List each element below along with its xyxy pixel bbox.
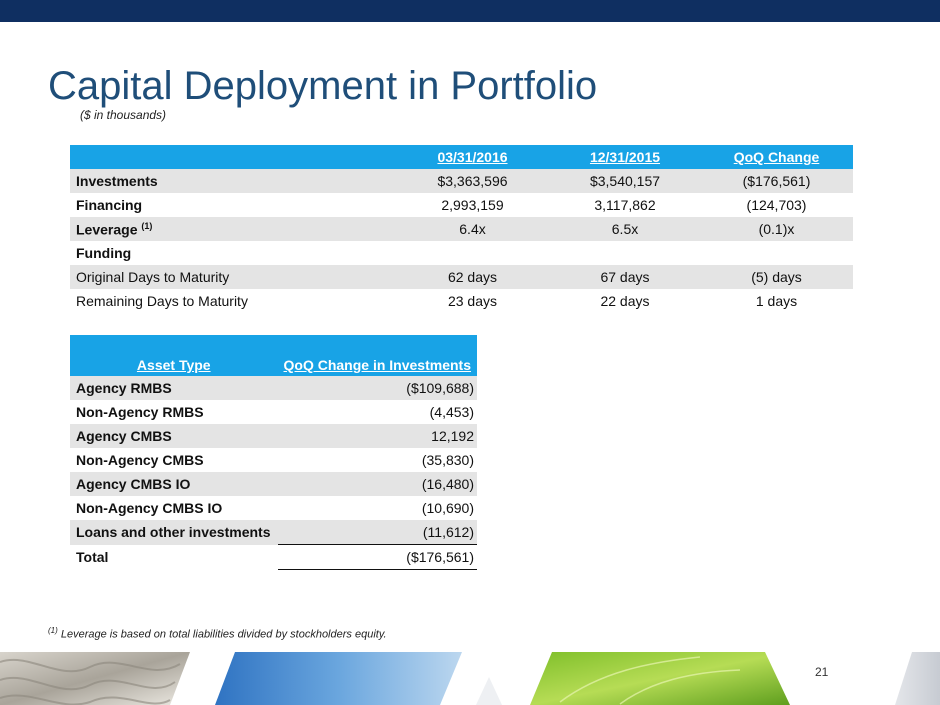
cell-value: 62 days [395, 265, 550, 289]
top-banner [0, 0, 940, 22]
cell-value [700, 241, 853, 265]
table-row: Leverage (1) 6.4x 6.5x (0.1)x [70, 217, 853, 241]
table-header-row: 03/31/2016 12/31/2015 QoQ Change [70, 145, 853, 169]
header-blank [70, 145, 395, 169]
leaf-veins [559, 656, 741, 705]
header-qoq-change-investments: QoQ Change in Investments [277, 335, 477, 376]
cell-value: (35,830) [421, 452, 474, 468]
asset-change-table: Asset Type QoQ Change in Investments Age… [70, 335, 477, 570]
cell-value: ($109,688) [277, 376, 477, 400]
row-label: Original Days to Maturity [70, 265, 395, 289]
cell-value: 3,117,862 [594, 197, 656, 213]
row-label: Leverage [76, 221, 138, 238]
cell-value: (16,480) [277, 472, 477, 496]
cell-value: (5) days [700, 265, 853, 289]
cell-value: 12,192 [277, 424, 477, 448]
page-number: 21 [815, 665, 829, 679]
row-label: Non-Agency CMBS [76, 452, 204, 468]
cell-value: 22 days [600, 293, 650, 309]
table-row: Agency RMBS ($109,688) [70, 376, 477, 400]
table-row: Non-Agency CMBS IO (10,690) [70, 496, 477, 520]
table-row: Loans and other investments (11,612) [70, 520, 477, 545]
cell-value: 23 days [447, 293, 498, 309]
row-label: Agency RMBS [70, 376, 278, 400]
total-value: ($176,561) [277, 544, 477, 570]
footnote-marker: (1) [48, 626, 58, 635]
row-label: Investments [70, 169, 395, 193]
rope-image-panel [0, 652, 190, 705]
row-label: Agency CMBS [70, 424, 278, 448]
page-title: Capital Deployment in Portfolio [48, 64, 598, 108]
leaf-image-panel [530, 652, 790, 705]
portfolio-summary-table: 03/31/2016 12/31/2015 QoQ Change Investm… [70, 145, 853, 313]
header-asset-type: Asset Type [70, 335, 278, 376]
table-row: Agency CMBS IO (16,480) [70, 472, 477, 496]
row-label: Agency CMBS IO [70, 472, 278, 496]
footnote: (1) Leverage is based on total liabiliti… [48, 626, 387, 641]
cell-value: (10,690) [421, 500, 474, 516]
row-label: Financing [76, 197, 143, 213]
footnote-text: Leverage is based on total liabilities d… [60, 628, 387, 641]
row-label: Non-Agency RMBS [76, 404, 204, 420]
table-header-row: Asset Type QoQ Change in Investments [70, 335, 477, 376]
grey-image-panel [895, 652, 940, 705]
cell-value: $3,540,157 [550, 169, 700, 193]
table-row: Non-Agency RMBS (4,453) [70, 400, 477, 424]
table-row: Remaining Days to Maturity 23 days 22 da… [70, 289, 853, 313]
rope-texture [0, 659, 181, 705]
cell-value: 2,993,159 [441, 197, 504, 213]
row-label: Remaining Days to Maturity [76, 293, 248, 309]
total-label: Total [76, 549, 109, 565]
cell-value: (124,703) [746, 197, 807, 213]
row-label: Non-Agency CMBS IO [76, 500, 223, 516]
sky-image-panel [215, 652, 462, 705]
cell-value: (4,453) [429, 404, 474, 420]
row-label: Funding [76, 245, 132, 261]
cell-value: (0.1)x [700, 217, 853, 241]
total-row: Total ($176,561) [70, 544, 477, 570]
row-label-cell: Leverage (1) [70, 217, 395, 241]
header-date-current: 03/31/2016 [395, 145, 550, 169]
table-row: Investments $3,363,596 $3,540,157 ($176,… [70, 169, 853, 193]
units-note: ($ in thousands) [80, 108, 167, 122]
cell-value [550, 241, 700, 265]
table-row: Funding [70, 241, 853, 265]
cell-value: 1 days [755, 293, 798, 309]
cell-value: 67 days [550, 265, 700, 289]
cell-value: 6.4x [395, 217, 550, 241]
header-date-prior: 12/31/2015 [550, 145, 700, 169]
cell-value: $3,363,596 [395, 169, 550, 193]
cell-value: 6.5x [550, 217, 700, 241]
cell-value [395, 241, 550, 265]
arrow-mark [476, 677, 502, 705]
cell-value: (11,612) [277, 520, 477, 545]
cell-value: ($176,561) [700, 169, 853, 193]
table-row: Non-Agency CMBS (35,830) [70, 448, 477, 472]
header-qoq-change: QoQ Change [700, 145, 853, 169]
table-row: Original Days to Maturity 62 days 67 day… [70, 265, 853, 289]
table-row: Financing 2,993,159 3,117,862 (124,703) [70, 193, 853, 217]
footnote-ref: (1) [141, 220, 153, 231]
table-row: Agency CMBS 12,192 [70, 424, 477, 448]
footer-image-strip [0, 652, 940, 705]
row-label: Loans and other investments [70, 520, 278, 545]
